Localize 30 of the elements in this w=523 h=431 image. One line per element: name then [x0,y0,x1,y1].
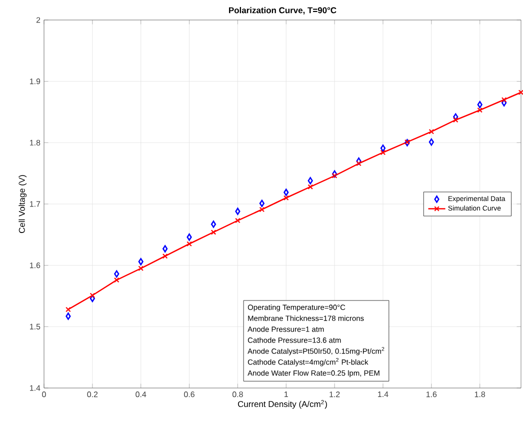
point [283,195,289,201]
point [356,160,362,166]
point [380,144,386,152]
point [477,101,482,108]
point [452,117,458,123]
chart-title: Polarization Curve, T=90°C [229,7,336,14]
point [138,258,144,266]
point [332,173,338,178]
point [308,177,313,184]
point [235,208,240,215]
point [284,188,289,196]
point [210,230,216,235]
point [501,97,507,102]
point [114,277,120,283]
point [90,292,96,298]
point [210,220,216,228]
point [477,107,483,113]
point [428,128,434,134]
point [380,150,386,156]
point [66,312,71,320]
point [162,253,168,259]
point [308,184,314,190]
y-axis-title: Cell Voltage (V) [18,175,27,233]
x-axis-title: Current Density (A/cm$^{2}$) [238,400,327,409]
point [259,206,265,212]
point [186,241,192,247]
point [162,245,168,252]
point [502,99,507,106]
point [138,266,144,272]
point [235,218,240,224]
